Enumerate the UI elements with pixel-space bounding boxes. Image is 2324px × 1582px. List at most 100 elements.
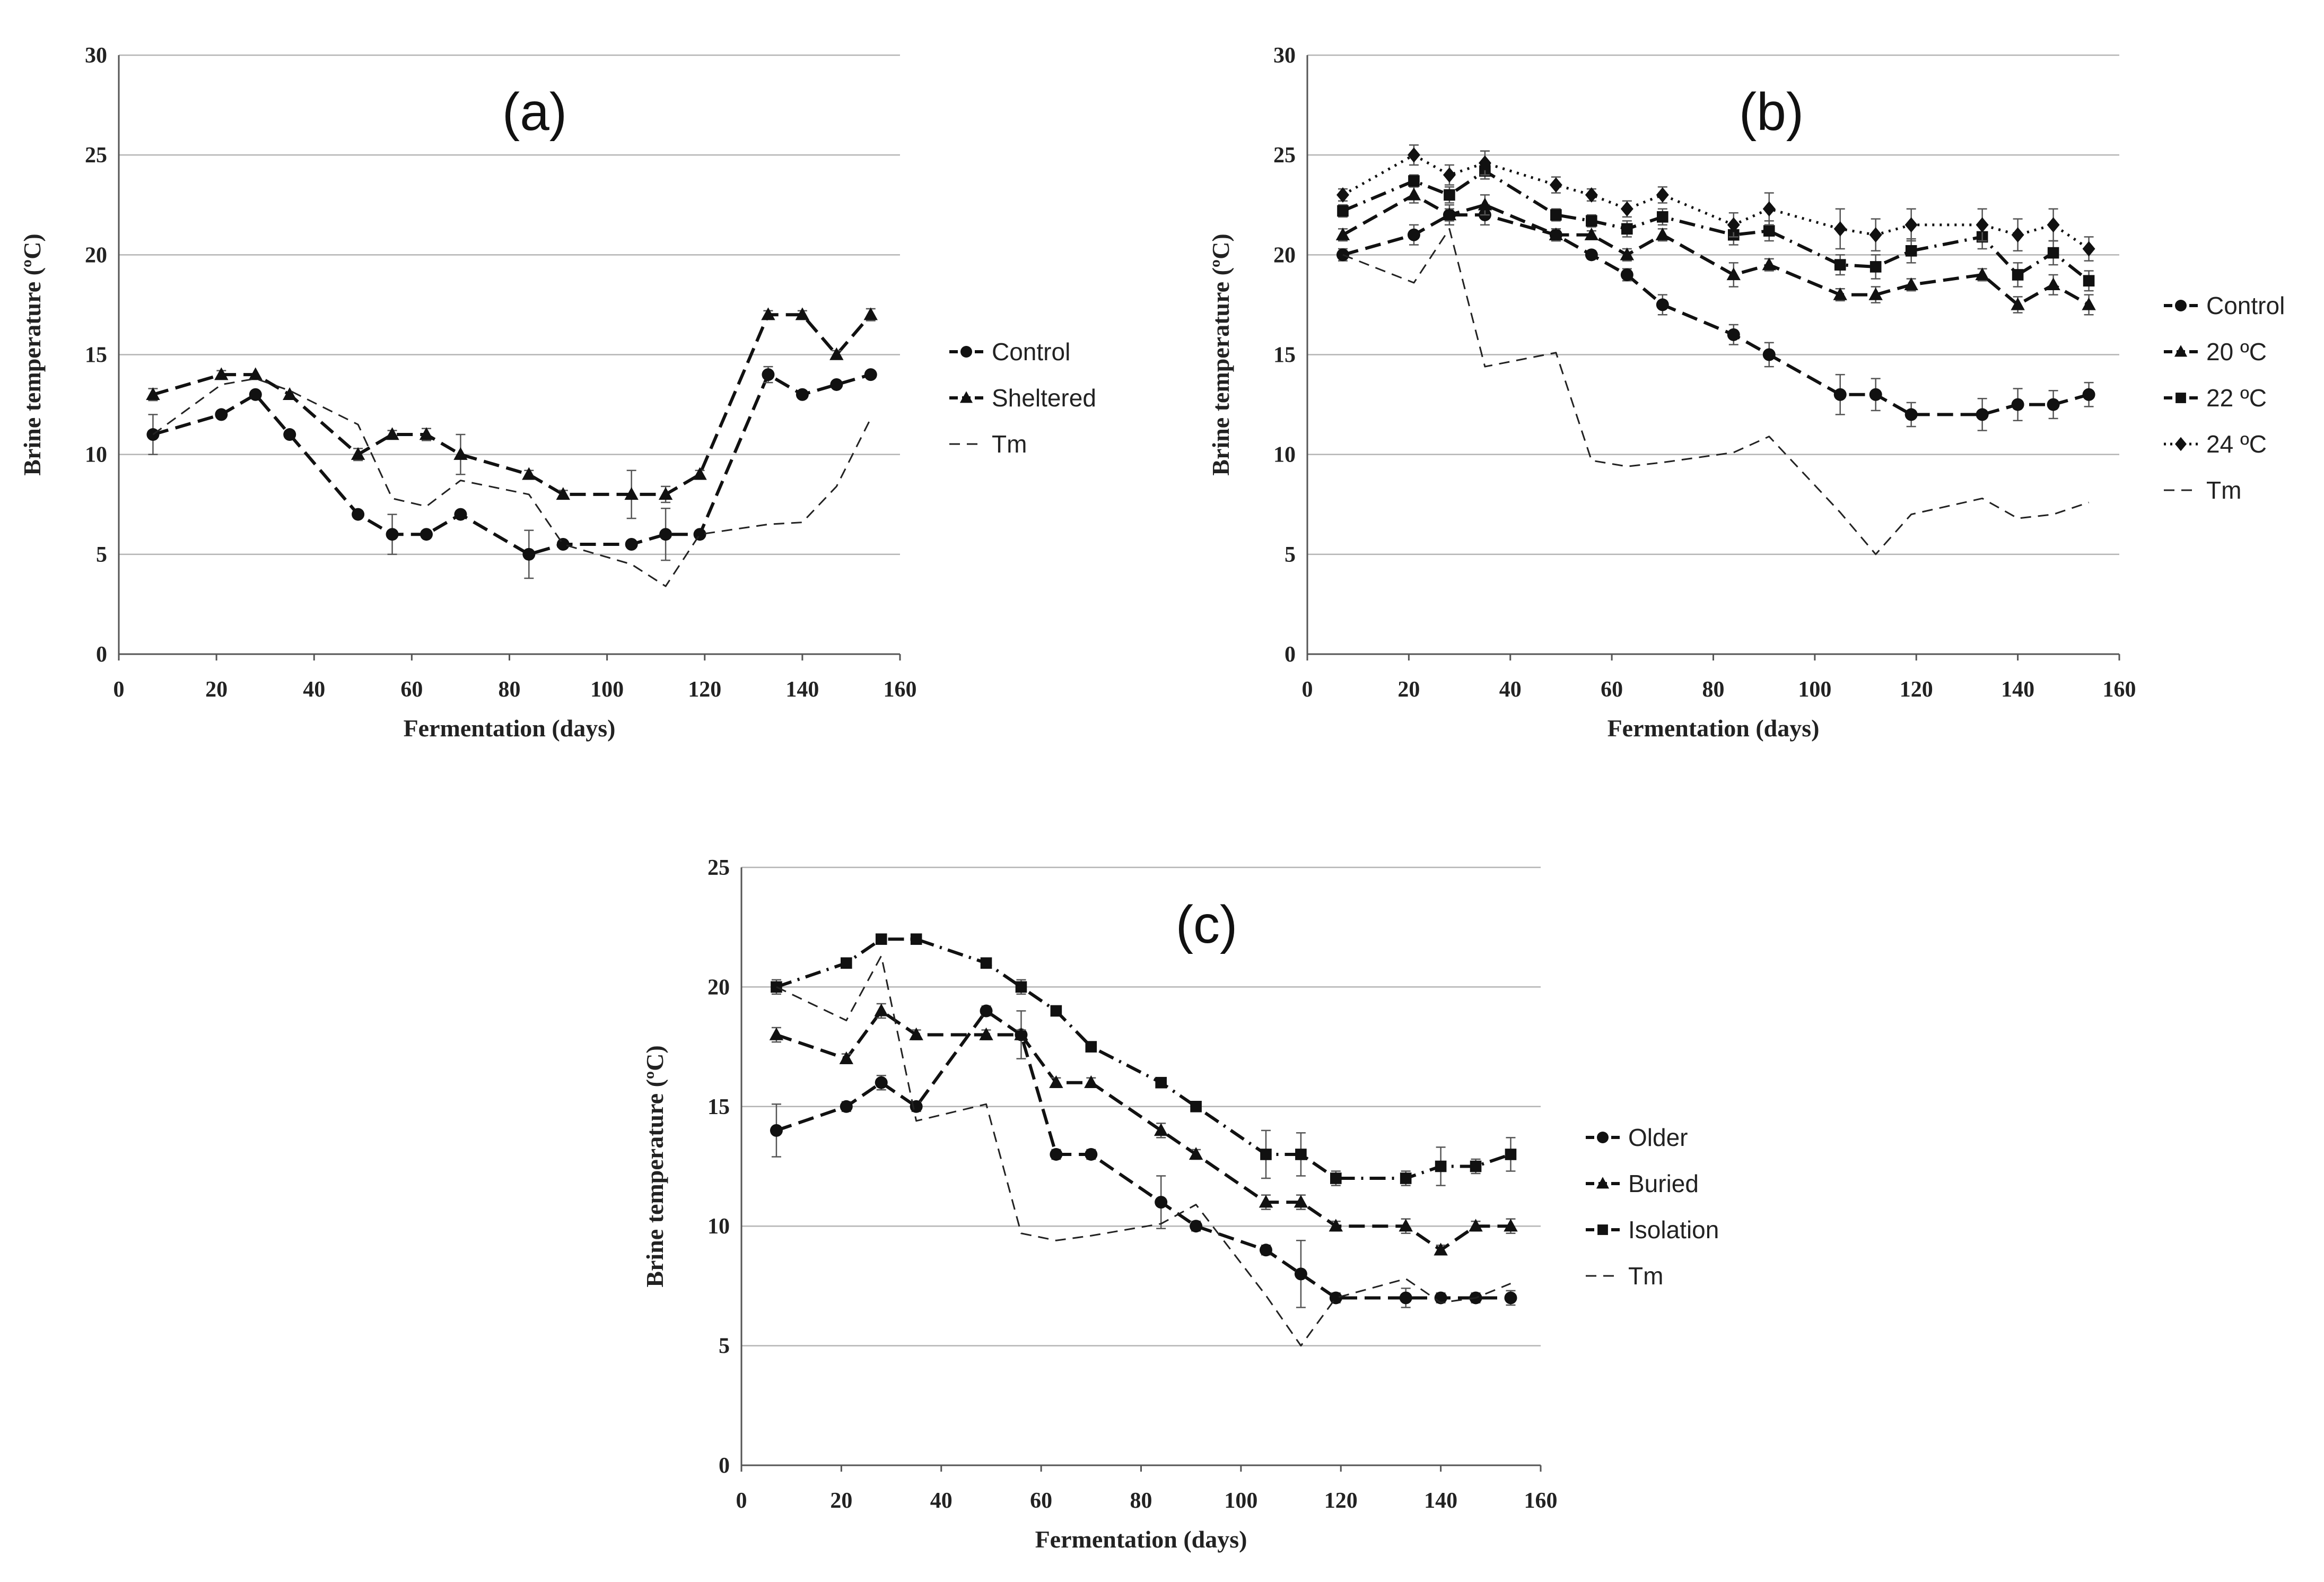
data-point bbox=[796, 388, 809, 401]
data-point bbox=[1259, 1195, 1273, 1208]
data-point bbox=[829, 347, 844, 360]
data-point bbox=[1656, 187, 1669, 203]
data-point bbox=[1435, 1160, 1447, 1172]
data-point bbox=[1656, 298, 1669, 311]
data-point bbox=[453, 447, 468, 460]
y-tick-label: 10 bbox=[1273, 443, 1296, 467]
data-point bbox=[1443, 167, 1456, 183]
data-point bbox=[1294, 1195, 1308, 1208]
data-point bbox=[980, 1004, 993, 1018]
data-point bbox=[1550, 209, 1562, 221]
data-point bbox=[979, 1027, 993, 1040]
x-tick-label: 80 bbox=[1702, 677, 1725, 702]
legend-entry: 22 ºC bbox=[2164, 384, 2267, 412]
data-point bbox=[864, 368, 877, 381]
data-point bbox=[2011, 297, 2025, 310]
legend-entry: Tm bbox=[949, 430, 1027, 458]
series-tm bbox=[776, 955, 1512, 1347]
legend-marker bbox=[2174, 345, 2188, 357]
legend-marker bbox=[2176, 393, 2186, 403]
data-point bbox=[1329, 1291, 1342, 1305]
data-point bbox=[1727, 217, 1740, 233]
data-point bbox=[1478, 155, 1491, 171]
data-point bbox=[830, 378, 843, 391]
data-point bbox=[1407, 147, 1420, 163]
data-point bbox=[2083, 275, 2095, 287]
x-tick-label: 60 bbox=[1030, 1489, 1052, 1513]
data-point bbox=[1762, 201, 1776, 217]
data-point bbox=[1408, 175, 1420, 187]
data-point bbox=[1904, 217, 1918, 233]
data-point bbox=[1620, 247, 1635, 260]
y-tick-label: 25 bbox=[85, 143, 107, 168]
legend-entry: 24 ºC bbox=[2164, 430, 2267, 458]
x-tick-label: 160 bbox=[884, 677, 917, 702]
data-point bbox=[1976, 408, 1989, 421]
legend-entry: Control bbox=[2164, 292, 2285, 319]
data-point bbox=[1050, 1148, 1063, 1161]
data-point bbox=[1260, 1149, 1272, 1160]
panel-label: (b) bbox=[1739, 82, 1804, 142]
legend-entry: Control bbox=[949, 338, 1070, 366]
series-line bbox=[152, 378, 872, 587]
data-point bbox=[1869, 261, 1882, 273]
data-point bbox=[1329, 1219, 1343, 1232]
data-point bbox=[1504, 1219, 1518, 1232]
x-tick-label: 80 bbox=[1130, 1489, 1152, 1513]
data-point bbox=[874, 1003, 888, 1016]
data-point bbox=[522, 547, 536, 561]
x-tick-label: 0 bbox=[113, 677, 125, 702]
data-point bbox=[1621, 223, 1633, 235]
data-point bbox=[658, 487, 673, 500]
series-tm bbox=[152, 378, 872, 587]
data-point bbox=[1585, 248, 1598, 262]
legend-label: Isolation bbox=[1628, 1216, 1719, 1244]
data-point bbox=[1584, 227, 1599, 240]
x-tick-label: 40 bbox=[1499, 677, 1522, 702]
data-point bbox=[386, 528, 399, 541]
y-tick-label: 5 bbox=[719, 1334, 730, 1359]
legend-marker bbox=[1597, 1132, 1609, 1143]
data-point bbox=[1469, 1219, 1483, 1232]
series-line bbox=[775, 1009, 1511, 1252]
series-line bbox=[152, 373, 871, 556]
data-point bbox=[1657, 211, 1668, 223]
data-point bbox=[1762, 257, 1776, 271]
series-line bbox=[776, 955, 1512, 1347]
data-point bbox=[1585, 187, 1598, 203]
series-buried bbox=[769, 1003, 1518, 1256]
legend-entry: Sheltered bbox=[949, 384, 1096, 412]
data-point bbox=[659, 528, 672, 541]
legend-label: Tm bbox=[992, 430, 1027, 458]
data-point bbox=[1014, 1027, 1028, 1040]
data-point bbox=[419, 427, 434, 440]
data-point bbox=[556, 487, 570, 500]
data-point bbox=[2047, 217, 2060, 233]
legend-entry: Tm bbox=[2164, 476, 2241, 504]
data-point bbox=[1470, 1160, 1482, 1172]
series-line bbox=[1342, 213, 2090, 416]
data-point bbox=[1294, 1267, 1307, 1281]
data-point bbox=[1444, 189, 1455, 201]
chart-panel-a: 0 5 10 15 20 25 30 0 20 40 60 80 100 120 140 160 Ferment… bbox=[19, 44, 1096, 742]
data-point bbox=[2047, 398, 2060, 411]
legend-label: 24 ºC bbox=[2206, 430, 2267, 458]
data-point bbox=[1505, 1149, 1517, 1160]
data-point bbox=[1726, 267, 1741, 281]
y-tick-label: 20 bbox=[1273, 243, 1296, 267]
x-tick-label: 80 bbox=[499, 677, 521, 702]
legend-marker bbox=[1597, 1224, 1608, 1235]
x-tick-label: 160 bbox=[1524, 1489, 1558, 1513]
data-point bbox=[1259, 1244, 1272, 1257]
data-point bbox=[1727, 328, 1740, 341]
data-point bbox=[556, 538, 570, 551]
data-point bbox=[385, 427, 399, 440]
legend-marker bbox=[960, 346, 972, 358]
data-point bbox=[1549, 177, 1562, 193]
chart-panel-c: 0 5 10 15 20 25 0 20 40 60 80 100 120 140 160 Fermentat… bbox=[641, 856, 1719, 1553]
series-control bbox=[146, 366, 877, 579]
series-line bbox=[775, 937, 1512, 1180]
x-axis-title: Fermentation (days) bbox=[404, 715, 616, 742]
x-axis-title: Fermentation (days) bbox=[1607, 715, 1820, 742]
